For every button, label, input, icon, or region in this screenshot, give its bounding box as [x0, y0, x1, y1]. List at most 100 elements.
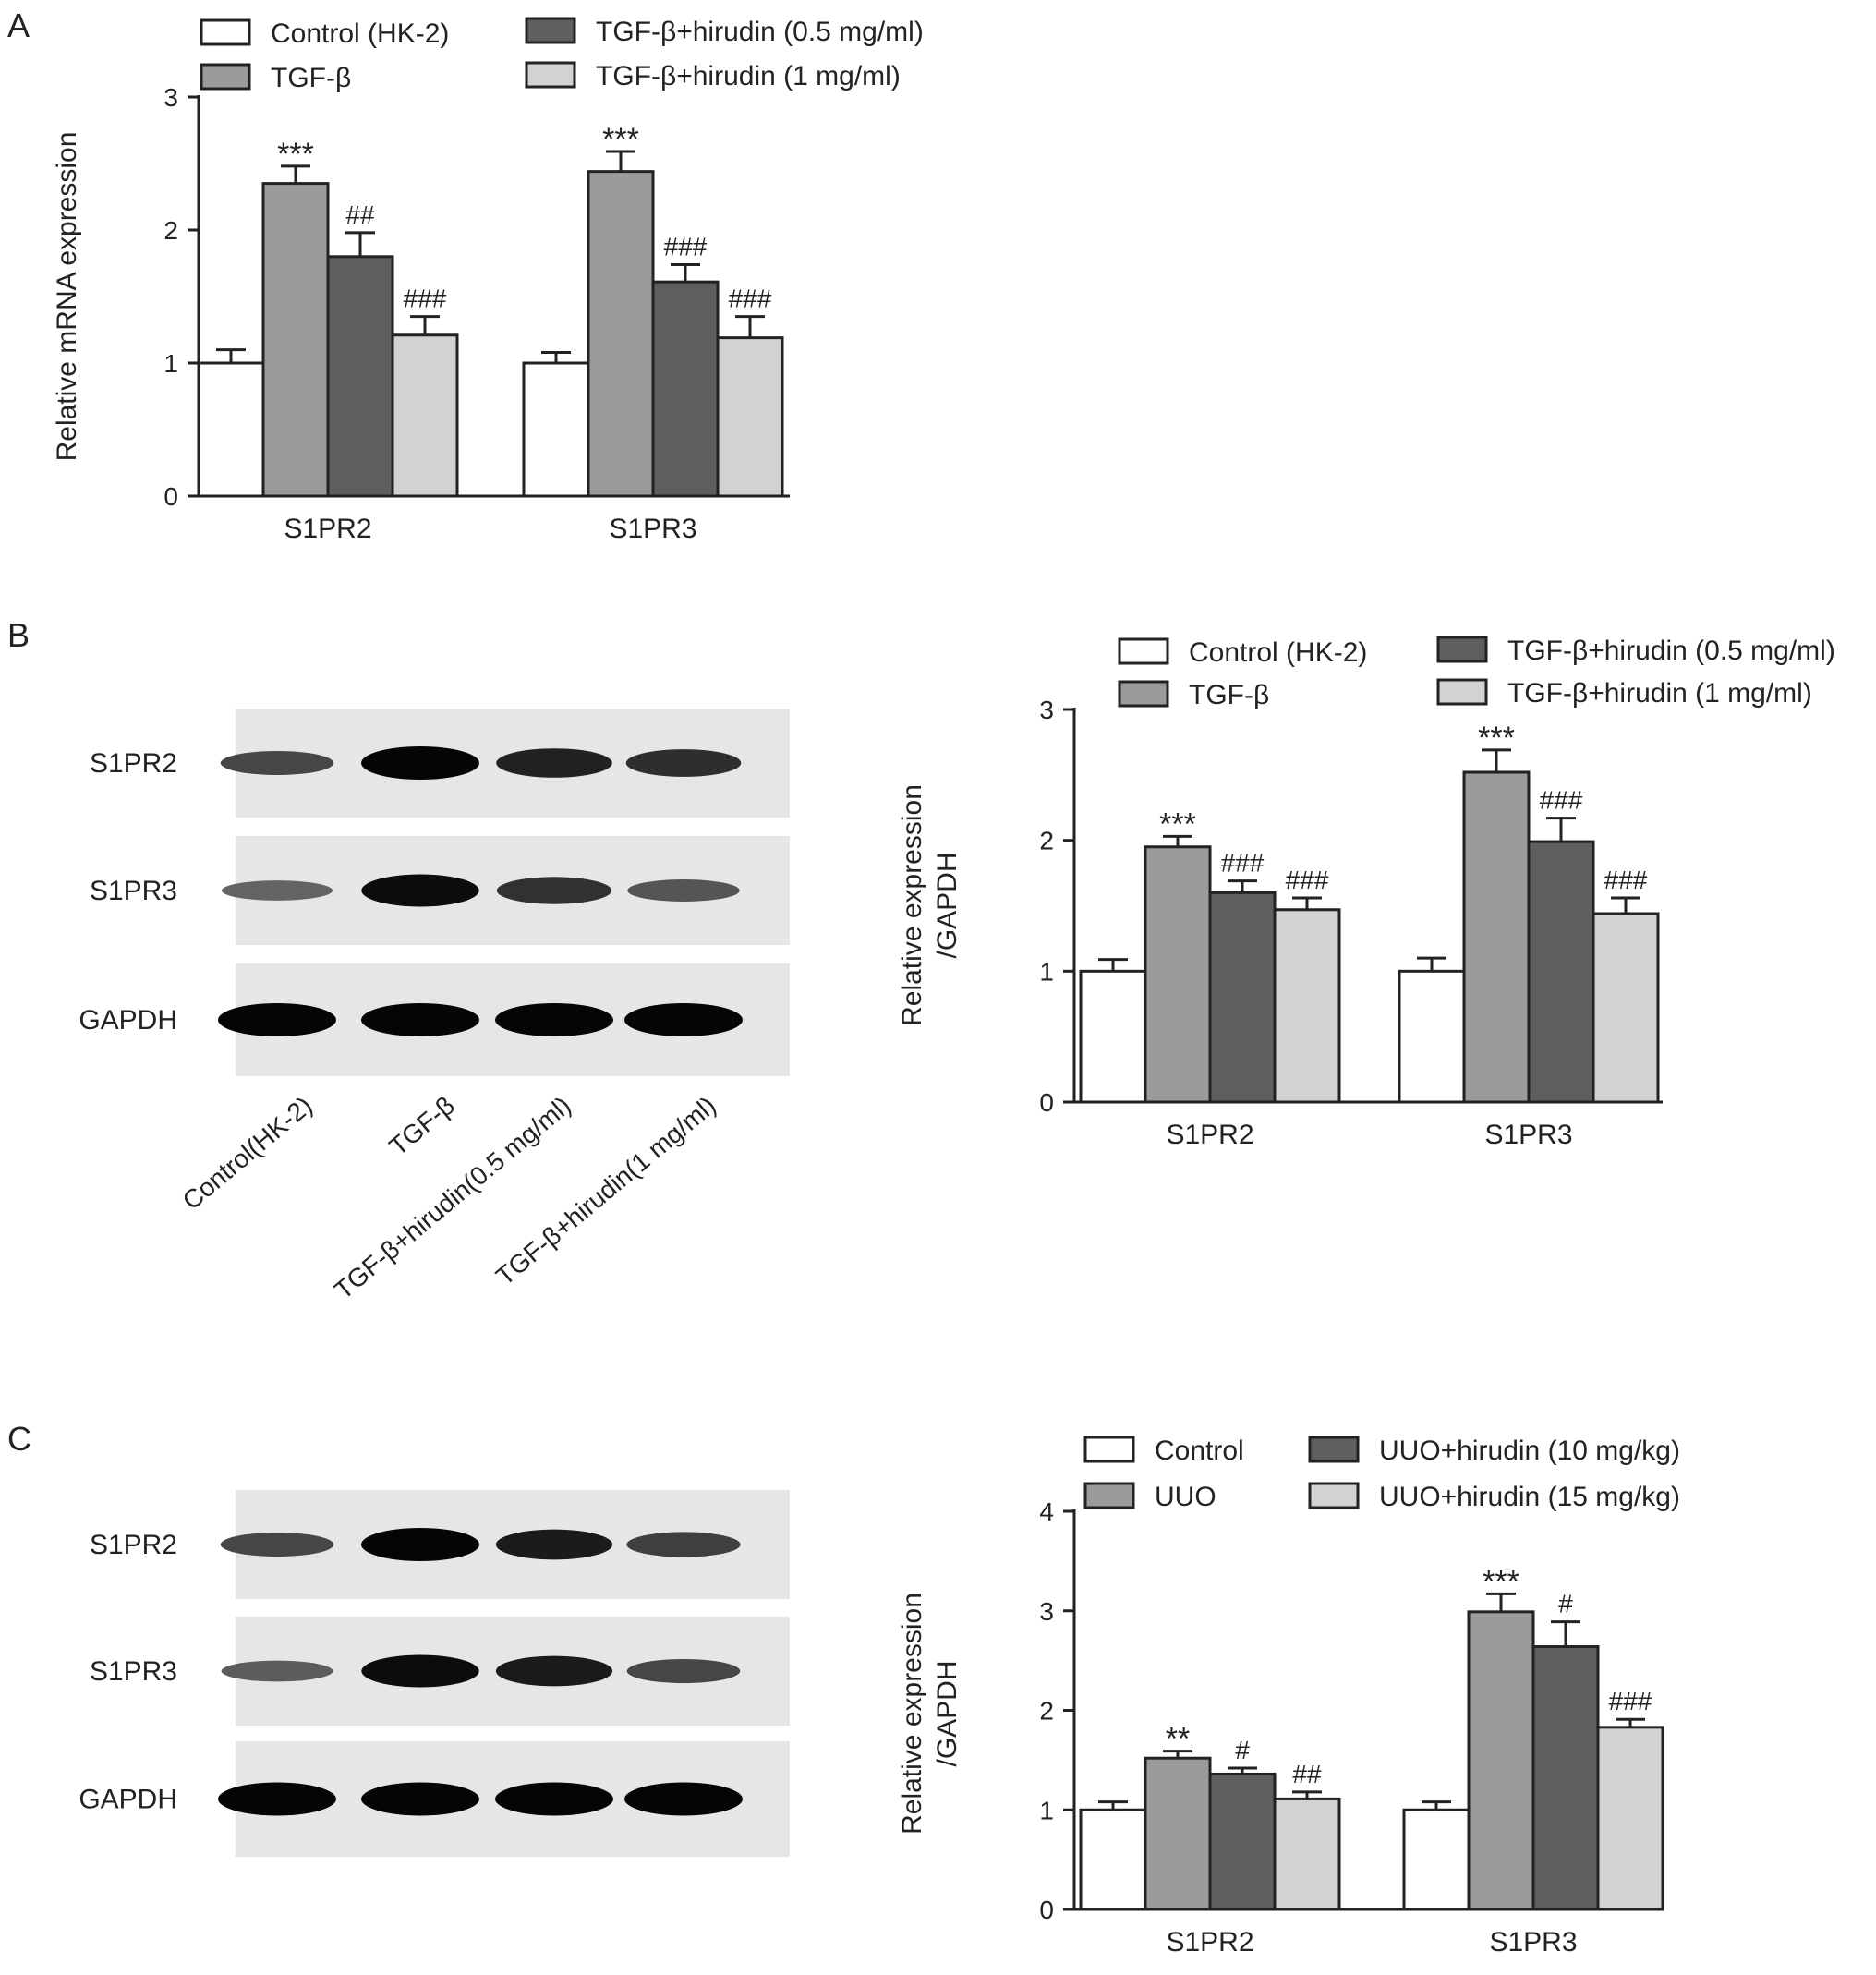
blot-band: [496, 877, 612, 904]
western-blot-b: S1PR2 S1PR3 GAPDH Control(HK-2) TGF-βTGF-β+h…: [79, 709, 790, 1304]
bar-s1pr2-series-0: [1079, 1808, 1147, 1911]
x-category-label: S1PR2: [1166, 1120, 1253, 1150]
bar-s1pr2-series-1: [1144, 845, 1212, 1104]
legend-label-1: TGF-β: [271, 63, 351, 93]
blot-band: [220, 750, 334, 776]
bar-s1pr3-series-3: [716, 336, 784, 498]
x-category-label: S1PR3: [1489, 1927, 1577, 1957]
legend-swatch-1: [1083, 1482, 1135, 1509]
blot-band: [495, 1782, 613, 1816]
significance-label: ###: [1540, 786, 1583, 815]
legend-label-1: TGF-β: [1189, 680, 1269, 710]
bar-s1pr2-series-2: [1208, 891, 1277, 1104]
legend-label-2: TGF-β+hirudin (0.5 mg/ml): [1507, 636, 1835, 666]
significance-label: **: [1166, 1722, 1190, 1757]
y-axis-label: Relative expression/GAPDH: [897, 1593, 962, 1835]
blot-band: [220, 1532, 334, 1557]
bar-s1pr3-series-3: [1592, 912, 1660, 1104]
significance-label: ###: [1604, 866, 1648, 894]
y-tick-label: 1: [1039, 1796, 1054, 1824]
significance-label: ##: [1292, 1760, 1322, 1788]
legend-label-2: UUO+hirudin (10 mg/kg): [1379, 1436, 1680, 1466]
panel-a: A Control (HK-2) TGF-β TGF-β+hirudin (0.5 …: [7, 6, 924, 544]
significance-label: ##: [345, 200, 375, 229]
legend-swatch-3: [1436, 678, 1488, 706]
legend-swatch-2: [1436, 636, 1488, 663]
panel-letter-a: A: [7, 6, 30, 44]
y-tick-label: 1: [1039, 957, 1054, 986]
bar-s1pr3-series-3: [1596, 1726, 1664, 1911]
significance-label: ###: [729, 285, 772, 313]
y-tick-label: 1: [163, 349, 178, 378]
bar-s1pr2-series-0: [197, 361, 265, 498]
y-tick-label: 3: [1039, 1597, 1054, 1626]
y-tick-label: 0: [1039, 1896, 1054, 1924]
blot-lane-label: Control(HK-2): [177, 1091, 318, 1216]
y-axis-label: Relative expression/GAPDH: [897, 784, 962, 1026]
blot-band: [218, 1003, 336, 1036]
blot-band: [626, 1658, 741, 1684]
blot-band: [221, 1660, 333, 1682]
x-category-label: S1PR2: [284, 514, 371, 544]
blot-band: [625, 749, 742, 777]
y-tick-label: 3: [1039, 696, 1054, 724]
blot-band: [495, 1003, 613, 1036]
blot-band: [627, 879, 740, 902]
x-category-label: S1PR3: [609, 514, 696, 544]
blot-lane-label: TGF-β: [384, 1091, 460, 1161]
legend-swatch-0: [1118, 637, 1169, 665]
y-tick-label: 2: [1039, 1697, 1054, 1726]
y-axis-label: Relative mRNA expression: [52, 132, 82, 462]
blot-row-label: GAPDH: [79, 1785, 177, 1815]
significance-label: ***: [1478, 721, 1515, 756]
y-tick-label: 2: [1039, 827, 1054, 855]
bar-s1pr2-series-3: [1273, 1797, 1341, 1911]
bar-s1pr2-series-3: [391, 333, 459, 498]
bar-s1pr3-series-2: [1531, 1645, 1600, 1911]
bar-s1pr3-series-0: [1398, 969, 1466, 1104]
panel-c: C S1PR2 S1PR3 GAPDH Control UUO UUO+hirudin …: [7, 1420, 1680, 1957]
blot-band: [495, 1529, 613, 1560]
blot-band: [361, 1003, 479, 1036]
bar-s1pr3-series-0: [1402, 1808, 1471, 1911]
legend-label-3: TGF-β+hirudin (1 mg/ml): [1507, 678, 1812, 709]
legend-label-3: UUO+hirudin (15 mg/kg): [1379, 1482, 1680, 1512]
significance-label: ###: [1286, 866, 1329, 894]
significance-label: ***: [1483, 1564, 1519, 1599]
y-tick-label: 2: [163, 216, 178, 245]
legend-label-0: Control (HK-2): [1189, 637, 1367, 668]
blot-row-label: S1PR2: [90, 1530, 177, 1560]
legend-label-1: UUO: [1155, 1482, 1216, 1512]
blot-band: [218, 1782, 336, 1816]
blot-row-label: S1PR3: [90, 1656, 177, 1687]
y-tick-label: 0: [1039, 1088, 1054, 1117]
blot-band: [221, 880, 333, 901]
blot-band: [361, 874, 479, 907]
western-blot-c: S1PR2 S1PR3 GAPDH: [79, 1490, 790, 1857]
bar-s1pr2-series-1: [261, 182, 330, 498]
blot-band: [495, 1655, 613, 1687]
x-category-label: S1PR3: [1484, 1120, 1572, 1150]
significance-label: ***: [1159, 806, 1196, 842]
legend-swatch-3: [1308, 1482, 1360, 1509]
legend-swatch-3: [525, 61, 576, 89]
panel-letter-c: C: [7, 1420, 31, 1458]
legend-swatch-2: [525, 17, 576, 44]
significance-label: ###: [1221, 849, 1265, 878]
blot-row-label: S1PR3: [90, 876, 177, 906]
blot-row-label: S1PR2: [90, 748, 177, 779]
legend-c: Control UUO UUO+hirudin (10 mg/kg) UUO+hiru…: [1083, 1436, 1680, 1512]
y-tick-label: 4: [1039, 1497, 1054, 1526]
legend-label-0: Control (HK-2): [271, 18, 449, 49]
legend-swatch-1: [200, 63, 251, 91]
blot-lane-label: TGF-β+hirudin(0.5 mg/ml): [329, 1091, 576, 1305]
significance-label: ###: [664, 232, 708, 261]
significance-label: #: [1235, 1736, 1250, 1764]
panel-letter-b: B: [7, 616, 30, 654]
legend-swatch-0: [1083, 1436, 1135, 1463]
blot-band: [496, 748, 612, 778]
blot-band: [624, 1782, 743, 1816]
legend-label-2: TGF-β+hirudin (0.5 mg/ml): [596, 17, 924, 47]
blot-band: [624, 1003, 743, 1036]
